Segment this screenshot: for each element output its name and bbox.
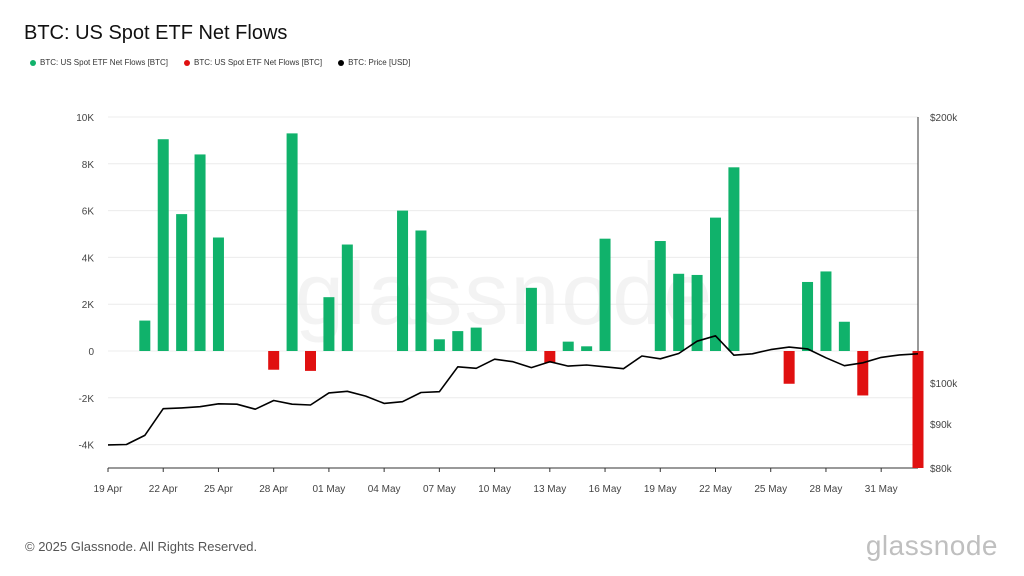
- x-tick-label: 28 May: [810, 484, 843, 495]
- flow-bar: [305, 351, 316, 371]
- flow-bar: [802, 281, 814, 351]
- price-line: [107, 334, 919, 446]
- legend-label-price: BTC: Price [USD]: [348, 58, 411, 67]
- watermark: glassnode: [295, 243, 714, 345]
- flow-bar: [599, 238, 611, 351]
- flow-bar: [194, 154, 206, 351]
- flow-bar: [415, 230, 427, 351]
- legend-label-inflows: BTC: US Spot ETF Net Flows [BTC]: [40, 58, 169, 67]
- y-tick-label: 8K: [82, 160, 95, 171]
- y2-tick-label: $80k: [930, 464, 953, 475]
- flow-bar: [397, 210, 409, 351]
- legend-item-price[interactable]: BTC: Price [USD]: [338, 58, 410, 67]
- x-tick-label: 16 May: [589, 484, 622, 495]
- flow-bar: [433, 339, 445, 351]
- y-tick-label: -4K: [78, 441, 94, 452]
- chart-title: BTC: US Spot ETF Net Flows: [24, 22, 288, 44]
- x-tick-label: 22 May: [699, 484, 732, 495]
- x-tick-label: 22 Apr: [149, 484, 179, 495]
- copyright-footer: © 2025 Glassnode. All Rights Reserved.: [25, 539, 258, 554]
- glassnode-logo: glassnode: [865, 530, 998, 561]
- flow-bar: [838, 321, 850, 351]
- legend-dot-outflows: [184, 59, 191, 66]
- x-tick-label: 31 May: [865, 484, 898, 495]
- x-tick-label: 07 May: [423, 484, 456, 495]
- y2-tick-label: $200k: [930, 113, 958, 124]
- flow-bar: [581, 346, 593, 351]
- y-tick-label: 2K: [82, 300, 95, 311]
- flow-bar: [341, 244, 353, 351]
- flow-bar: [470, 327, 482, 351]
- flow-bar: [525, 287, 537, 351]
- x-tick-label: 25 May: [754, 484, 787, 495]
- flow-bar: [323, 297, 335, 351]
- x-tick-label: 04 May: [368, 484, 401, 495]
- flow-bar: [562, 341, 574, 351]
- flow-bar: [728, 167, 740, 351]
- y-tick-label: 4K: [82, 253, 95, 264]
- y-tick-label: 10K: [76, 113, 94, 124]
- x-tick-label: 25 Apr: [204, 484, 234, 495]
- x-tick-label: 10 May: [478, 484, 511, 495]
- y-tick-label: -2K: [78, 394, 94, 405]
- y2-tick-label: $100k: [930, 379, 958, 390]
- flow-bar: [286, 133, 298, 351]
- x-tick-label: 13 May: [533, 484, 566, 495]
- y2-tick-label: $90k: [930, 420, 953, 431]
- flow-bar: [452, 331, 464, 351]
- flow-bar: [820, 271, 832, 351]
- x-tick-label: 01 May: [313, 484, 346, 495]
- flow-bar: [691, 274, 703, 351]
- flow-bar: [544, 351, 556, 363]
- flow-bar: [654, 241, 666, 351]
- flow-bar: [212, 237, 224, 351]
- flow-bar: [857, 351, 869, 396]
- flow-bar: [157, 139, 169, 351]
- flow-bar: [176, 214, 188, 351]
- x-tick-label: 19 Apr: [94, 484, 124, 495]
- legend-dot-inflows: [30, 59, 36, 66]
- y-tick-label: 0: [88, 347, 94, 358]
- y-tick-label: 6K: [82, 207, 95, 218]
- x-tick-label: 28 Apr: [259, 484, 289, 495]
- x-tick-label: 19 May: [644, 484, 677, 495]
- legend-label-outflows: BTC: US Spot ETF Net Flows [BTC]: [194, 58, 323, 67]
- legend-dot-price: [338, 59, 345, 66]
- flow-bar: [139, 320, 151, 351]
- flow-bar: [912, 351, 924, 468]
- flow-bar: [268, 351, 280, 370]
- flow-bar: [710, 217, 721, 351]
- legend-item-outflows[interactable]: BTC: US Spot ETF Net Flows [BTC]: [184, 58, 322, 67]
- legend: BTC: US Spot ETF Net Flows [BTC] BTC: US…: [30, 58, 410, 67]
- legend-item-inflows[interactable]: BTC: US Spot ETF Net Flows [BTC]: [30, 58, 168, 67]
- flow-bar: [783, 351, 795, 384]
- flow-bar: [673, 273, 685, 351]
